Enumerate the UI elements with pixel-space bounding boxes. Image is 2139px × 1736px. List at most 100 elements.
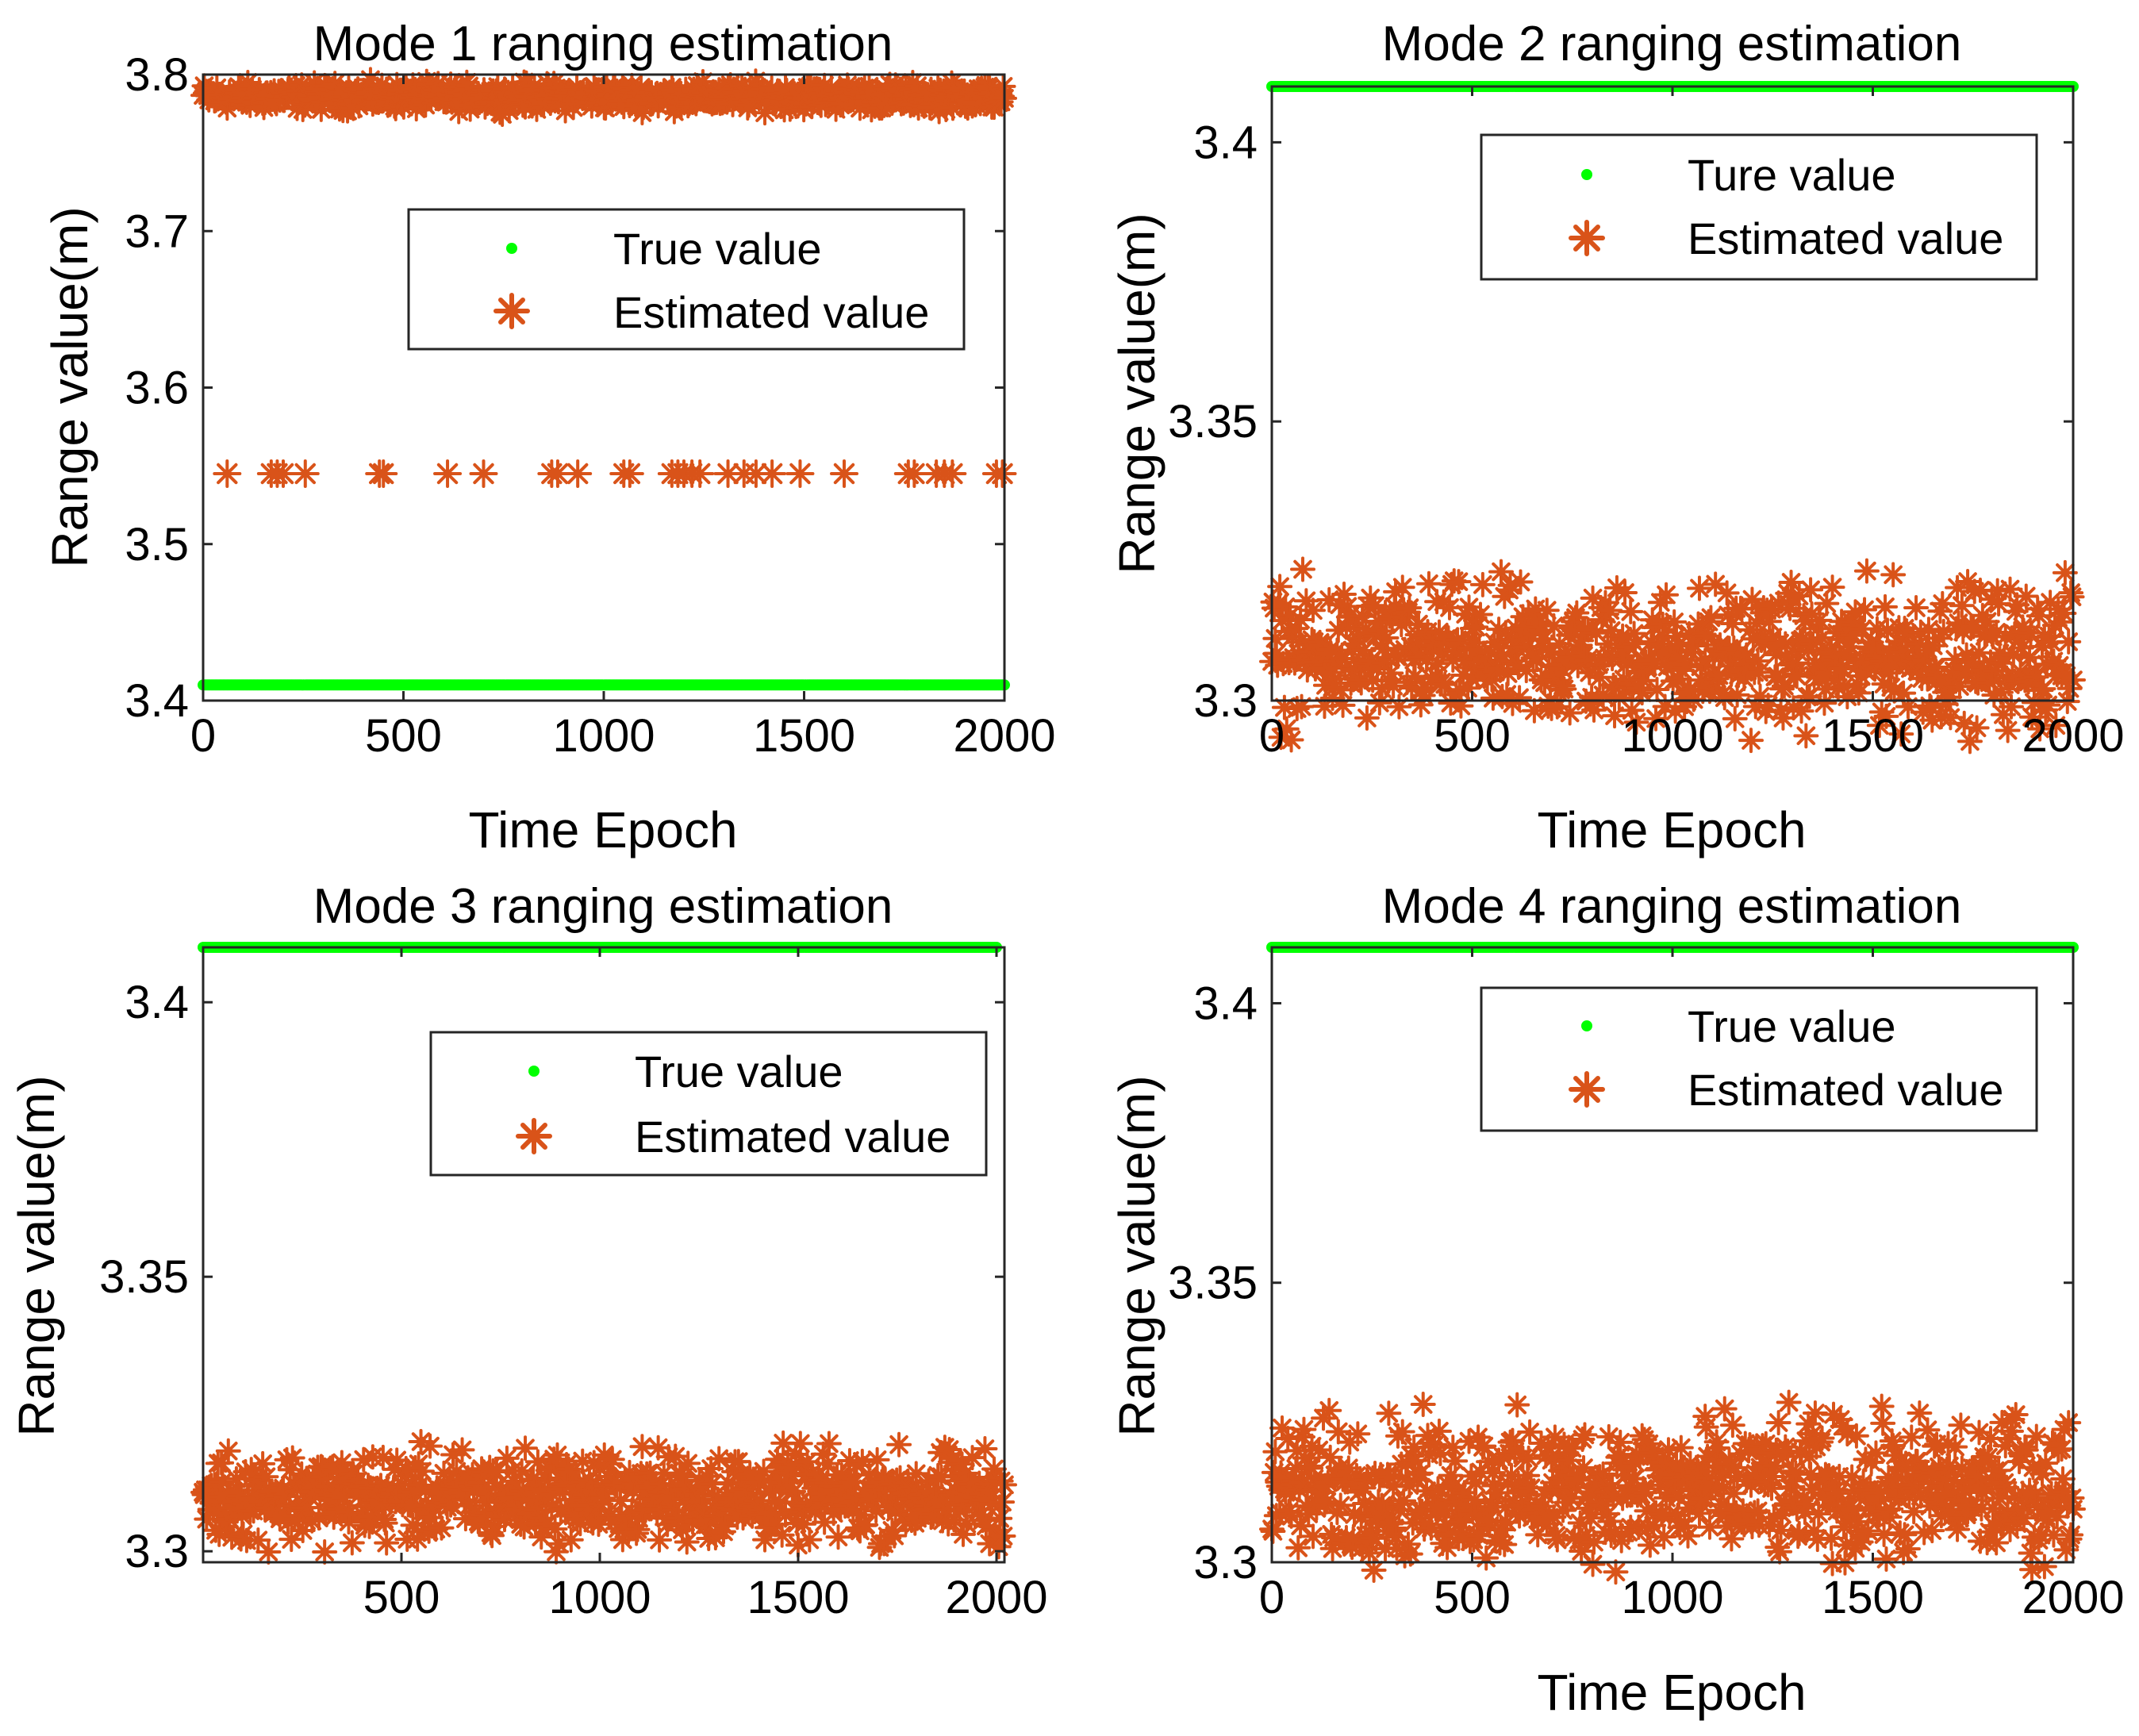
estimated-point (1863, 1440, 1889, 1466)
estimated-point (1422, 1431, 1448, 1458)
estimated-point (1806, 664, 1832, 690)
estimated-point (1394, 1450, 1420, 1477)
estimated-point (1791, 1500, 1818, 1526)
estimated-outlier-point (269, 459, 298, 488)
estimated-point (763, 1511, 789, 1538)
estimated-point (1288, 693, 1315, 720)
estimated-point (1590, 682, 1616, 709)
estimated-point (1634, 1515, 1661, 1541)
estimated-point (294, 1495, 321, 1521)
estimated-point (647, 1527, 673, 1553)
estimated-point (2041, 1522, 2067, 1548)
estimated-point (607, 1488, 633, 1514)
x-axis-label: Time Epoch (468, 801, 737, 858)
estimated-point (1371, 650, 1397, 676)
estimated-point (1959, 649, 1985, 675)
estimated-point (814, 1470, 840, 1496)
estimated-point (1442, 1448, 1469, 1474)
estimated-point (807, 1467, 833, 1493)
estimated-point (1768, 1517, 1794, 1543)
estimated-point (1507, 569, 1534, 595)
estimated-point (1841, 612, 1868, 638)
estimated-point (1546, 631, 1573, 657)
estimated-point (752, 1527, 778, 1553)
estimated-point (1440, 1435, 1466, 1461)
estimated-point (209, 1469, 236, 1495)
estimated-point (1618, 598, 1644, 624)
estimated-point (1456, 1428, 1482, 1454)
estimated-point (1949, 593, 1975, 619)
legend: Ture value Estimated value (1480, 133, 2038, 281)
estimated-point (331, 1484, 357, 1511)
estimated-point (1293, 588, 1319, 614)
y-tick-label: 3.5 (125, 519, 189, 570)
estimated-point (1693, 672, 1719, 698)
estimated-point (1597, 1508, 1623, 1534)
estimated-point (1665, 1483, 1692, 1509)
estimated-point (482, 1513, 508, 1539)
estimated-outlier-point (988, 459, 1017, 488)
estimated-point (1607, 631, 1634, 657)
estimated-point (1461, 1487, 1488, 1513)
estimated-point (1290, 556, 1316, 582)
estimated-point (1680, 1489, 1706, 1515)
estimated-outlier-point (685, 459, 715, 488)
estimated-point (1427, 1441, 1454, 1466)
estimated-point (698, 1456, 724, 1482)
x-axis-ticks: 0 500 1000 1500 2000 (1259, 947, 2125, 1623)
estimated-point (1379, 1509, 1405, 1535)
estimated-point (1726, 1504, 1753, 1531)
estimated-point (881, 1523, 908, 1549)
estimated-point (227, 1483, 253, 1509)
estimated-point (1486, 616, 1512, 643)
true-value-series (1266, 942, 2079, 953)
estimated-point (1358, 647, 1384, 674)
estimated-point (1840, 1497, 1866, 1523)
estimated-point (1778, 569, 1804, 595)
estimated-point (2041, 613, 2068, 639)
estimated-point (408, 1428, 434, 1454)
estimated-point (1327, 592, 1353, 618)
estimated-point (2056, 675, 2083, 701)
x-tick-label: 500 (363, 1572, 440, 1623)
estimated-point (1350, 637, 1377, 663)
estimated-point (1661, 609, 1688, 635)
estimated-point (1955, 569, 1981, 595)
estimated-point (509, 1458, 535, 1484)
estimated-point (874, 1487, 900, 1513)
estimated-point (1669, 657, 1695, 683)
estimated-point (1771, 673, 1797, 699)
estimated-point (1798, 1461, 1824, 1488)
estimated-point (2018, 704, 2045, 730)
estimated-point (275, 1509, 301, 1535)
estimated-point (1977, 1425, 2003, 1451)
estimated-point (1565, 653, 1591, 679)
estimated-point (1930, 590, 1956, 616)
estimated-point (1953, 659, 1979, 686)
legend-box (429, 1031, 988, 1177)
estimated-point (1316, 586, 1342, 613)
estimated-point (1699, 674, 1725, 701)
estimated-point (1957, 728, 1983, 755)
estimated-point (762, 1488, 789, 1514)
estimated-point (1987, 1485, 2013, 1511)
estimated-point (2035, 692, 2061, 718)
mode-4-chart: Mode 4 ranging estimation 0 500 1000 1500 20… (1108, 879, 2125, 1721)
y-tick-label: 3.7 (125, 205, 189, 257)
estimated-point (1283, 616, 1309, 642)
estimated-point (1438, 690, 1464, 716)
estimated-point (1300, 1523, 1327, 1550)
estimated-point (705, 1486, 731, 1512)
estimated-point (1966, 639, 1992, 666)
estimated-point (1930, 1473, 1956, 1500)
estimated-point (2056, 628, 2082, 655)
estimated-point (1901, 1499, 1927, 1525)
estimated-point (1711, 1396, 1738, 1422)
estimated-point (1983, 1530, 2010, 1556)
true-value-series (198, 679, 1010, 691)
estimated-point (1830, 1413, 1856, 1439)
x-tick-label: 500 (1434, 710, 1511, 762)
estimated-point (1649, 611, 1676, 637)
y-axis-ticks: 3.33.353.4 (1168, 117, 2073, 727)
estimated-point (1350, 1475, 1377, 1501)
